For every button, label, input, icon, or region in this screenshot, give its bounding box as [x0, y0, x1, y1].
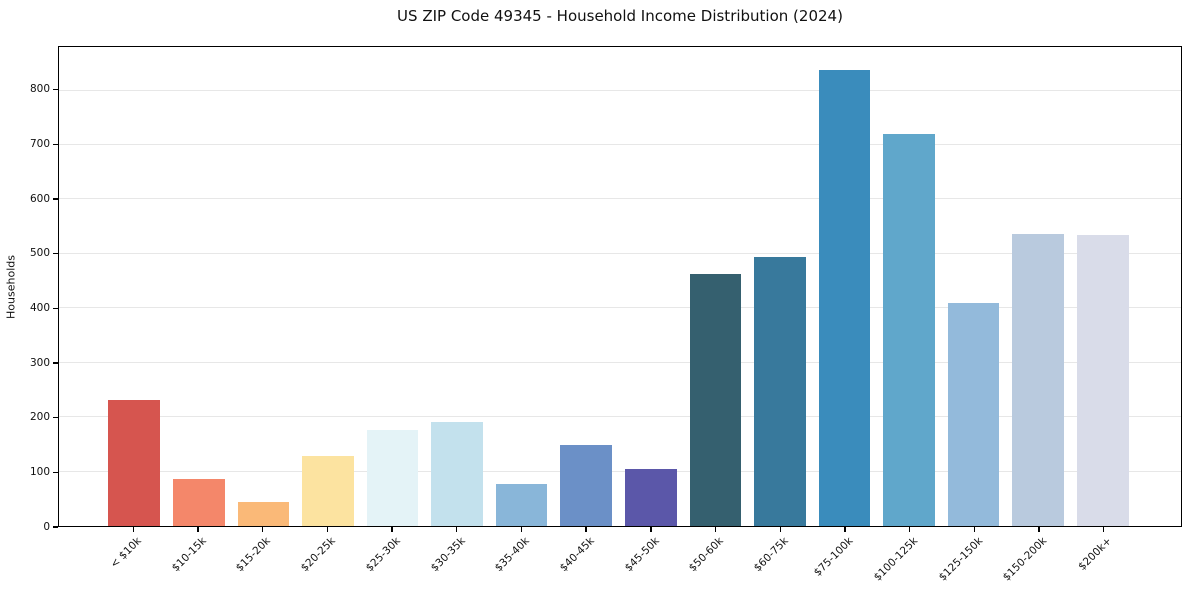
bar-slot	[425, 47, 490, 526]
bar-$100-125k	[883, 133, 935, 526]
bar-slot	[683, 47, 748, 526]
bar-slot	[167, 47, 232, 526]
bar-slot	[489, 47, 554, 526]
bar-slot	[554, 47, 619, 526]
x-tick-mark	[585, 527, 587, 532]
bar-$35-40k	[495, 483, 548, 526]
x-tick-mark	[650, 527, 652, 532]
bar-slot	[941, 47, 1006, 526]
x-tick-mark	[1038, 527, 1040, 532]
bar-$75-100k	[818, 70, 871, 526]
y-axis-label-wrap: Households	[0, 46, 22, 527]
x-tick-mark	[262, 527, 264, 532]
bar-slot	[1006, 47, 1071, 526]
bar-slot	[360, 47, 425, 526]
x-tick-mark	[326, 527, 329, 532]
x-tick-mark	[779, 527, 781, 532]
bar-slot	[1070, 47, 1135, 526]
grid-line	[59, 307, 1181, 309]
bar-$125-150k	[947, 302, 1000, 526]
grid-line	[59, 361, 1181, 363]
grid-line	[59, 252, 1181, 254]
grid-line	[59, 470, 1181, 472]
bar-$20-25k	[302, 456, 354, 526]
bar-$45-50k	[624, 469, 677, 526]
bar-$40-45k	[560, 445, 613, 526]
x-tick-mark	[908, 527, 911, 532]
chart-title: US ZIP Code 49345 - Household Income Dis…	[397, 7, 843, 25]
bar-$10-15k	[173, 478, 225, 526]
bar-$15-20k	[237, 502, 290, 526]
x-tick-mark	[132, 527, 135, 532]
bar-$60-75k	[754, 257, 806, 526]
plot-area	[58, 46, 1182, 527]
gridlines	[59, 47, 1181, 526]
grid-line	[59, 143, 1181, 145]
bar-$150-200k	[1012, 234, 1064, 526]
bar-$50-60k	[689, 273, 742, 526]
bar-slot	[812, 47, 877, 526]
bar-< $10k	[108, 399, 161, 526]
x-tick-mark	[197, 527, 199, 532]
x-tick-mark	[456, 527, 458, 532]
bar-slot	[296, 47, 361, 526]
x-tick-mark	[714, 527, 717, 532]
bar-slot	[877, 47, 942, 526]
bar-$25-30k	[366, 430, 419, 526]
grid-line	[59, 198, 1181, 200]
x-tick-mark	[844, 527, 846, 532]
bar-slot	[748, 47, 813, 526]
x-tick-mark	[520, 527, 523, 532]
bars-layer	[102, 47, 1135, 526]
y-axis-label: Households	[4, 254, 18, 319]
grid-line	[59, 89, 1181, 91]
bar-slot	[231, 47, 296, 526]
bar-slot	[619, 47, 684, 526]
bar-$200k+	[1076, 235, 1129, 526]
x-tick-mark	[391, 527, 393, 532]
x-tick-mark	[973, 527, 975, 532]
grid-line	[59, 416, 1181, 418]
x-tick-mark	[1102, 527, 1105, 532]
bar-$30-35k	[431, 421, 483, 526]
bar-slot	[102, 47, 167, 526]
